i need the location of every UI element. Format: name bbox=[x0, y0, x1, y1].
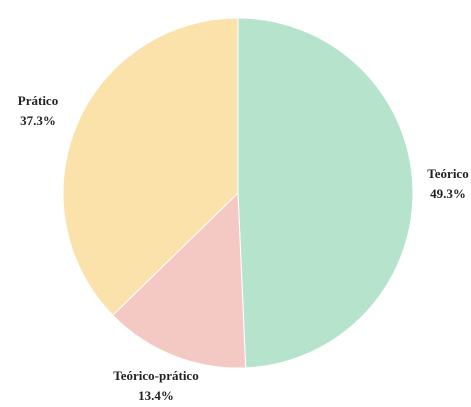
label-pratico-name: Prático bbox=[18, 93, 58, 108]
label-teorico-pratico-value: 13.4% bbox=[138, 388, 174, 403]
label-teorico-pratico-name: Teórico-prático bbox=[113, 368, 198, 383]
slice-pratico bbox=[62, 17, 239, 316]
label-teorico-name: Teórico bbox=[427, 166, 468, 181]
pie-slices bbox=[62, 17, 414, 369]
label-pratico-value: 37.3% bbox=[20, 113, 56, 128]
slice-teorico-pratico bbox=[112, 191, 247, 369]
label-teorico-value: 49.3% bbox=[430, 186, 466, 201]
slice-teorico bbox=[237, 17, 414, 369]
